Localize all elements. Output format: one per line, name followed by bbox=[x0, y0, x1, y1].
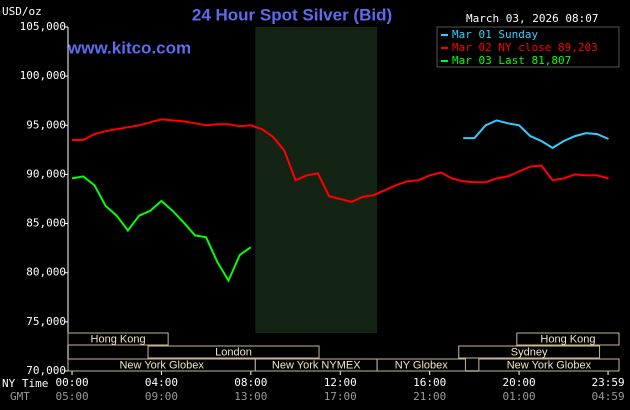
legend-label: Mar 01 Sunday bbox=[452, 28, 538, 41]
y-tick-label: 100,000 bbox=[20, 69, 66, 82]
x-row-label: NY Time bbox=[2, 377, 48, 390]
session-label: New York Globex bbox=[507, 359, 592, 371]
y-tick-label: 95,000 bbox=[26, 118, 66, 131]
y-tick-label: 105,000 bbox=[20, 20, 66, 33]
session-box bbox=[516, 332, 620, 346]
x-tick-label-gmt: 17:00 bbox=[324, 390, 357, 403]
x-row-label: GMT bbox=[10, 390, 30, 403]
x-tick-label-gmt: 04:59 bbox=[591, 390, 624, 403]
session-label: Hong Kong bbox=[540, 333, 595, 345]
session-label: New York Globex bbox=[119, 359, 204, 371]
y-tick-label: 80,000 bbox=[26, 266, 66, 279]
background-layer bbox=[255, 27, 378, 333]
session-label: London bbox=[215, 346, 252, 358]
x-tick-label: 16:00 bbox=[413, 376, 446, 389]
y-axis-label: USD/oz bbox=[2, 5, 42, 18]
site-label: www.kitco.com bbox=[67, 38, 191, 57]
price-line bbox=[463, 119, 609, 150]
x-tick-label: 00:00 bbox=[55, 376, 88, 389]
x-tick-label-gmt: 01:00 bbox=[503, 390, 536, 403]
session-label: NY Globex bbox=[395, 359, 448, 371]
price-line bbox=[71, 175, 252, 283]
legend-label: Mar 03 Last 81,807 bbox=[452, 54, 571, 67]
x-tick-label: 12:00 bbox=[324, 376, 357, 389]
timestamp: March 03, 2026 08:07 bbox=[466, 12, 598, 25]
legend-box bbox=[436, 26, 620, 68]
x-tick-label: 23:59 bbox=[591, 376, 624, 389]
session-shade bbox=[255, 27, 378, 333]
session-label: New York NYMEX bbox=[272, 359, 361, 371]
session-label: Hong Kong bbox=[91, 333, 146, 345]
session-box bbox=[376, 358, 466, 372]
x-tick-label-gmt: 05:00 bbox=[55, 390, 88, 403]
x-tick-label: 08:00 bbox=[234, 376, 267, 389]
session-label: Sydney bbox=[511, 346, 548, 358]
chart-title: 24 Hour Spot Silver (Bid) bbox=[192, 5, 392, 24]
price-line bbox=[72, 118, 609, 203]
session-box bbox=[67, 332, 169, 346]
x-tick-label: 04:00 bbox=[145, 376, 178, 389]
legend-label: Mar 02 NY close 89,203 bbox=[452, 41, 598, 54]
x-tick-label-gmt: 21:00 bbox=[413, 390, 446, 403]
session-box bbox=[458, 345, 601, 359]
y-tick-label: 70,000 bbox=[26, 364, 66, 377]
x-tick-label: 20:00 bbox=[503, 376, 536, 389]
x-tick-label-gmt: 09:00 bbox=[145, 390, 178, 403]
y-tick-label: 90,000 bbox=[26, 167, 66, 180]
session-box bbox=[147, 345, 320, 359]
x-tick-label-gmt: 13:00 bbox=[234, 390, 267, 403]
y-tick-label: 75,000 bbox=[26, 315, 66, 328]
session-box bbox=[478, 358, 620, 372]
y-tick-label: 85,000 bbox=[26, 217, 66, 230]
